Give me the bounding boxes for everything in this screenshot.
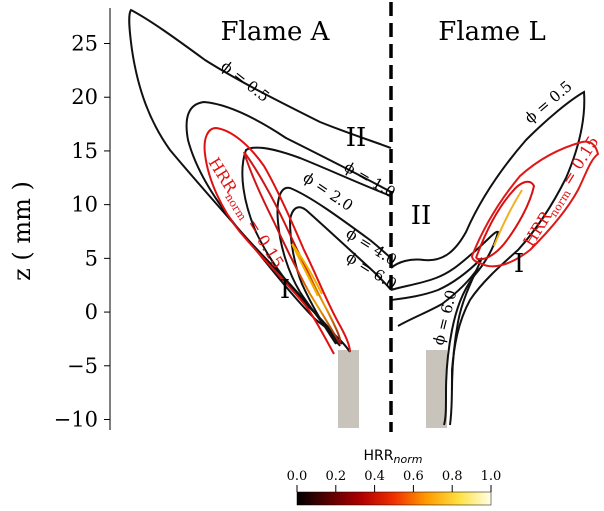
contour-a-phi-2-0 [241,146,392,345]
region-label-l-ii: II [411,201,432,231]
hrr-label-flame-a: HRRnorm = 0.15 [202,154,288,273]
colorbar-tick-label: 1.0 [481,469,502,484]
region-labels: II I II I [280,123,524,305]
y-tick-label: 20 [71,85,98,109]
colorbar-tick-label: 0.4 [364,469,385,484]
y-tick-label: 15 [71,139,98,163]
panel-title-flame-a: Flame A [221,17,331,47]
y-axis-label: z ( mm ) [8,181,36,281]
hrr-a-core [291,243,323,297]
region-label-a-i: I [280,275,290,305]
colorbar-tick-label: 0.0 [287,469,308,484]
contour-l-lower-1 [390,257,483,391]
colorbar-tick-label: 0.8 [442,469,463,484]
hrr-l-inner [475,180,536,261]
colorbar-tick-label: 0.2 [325,469,346,484]
hrr-l-core [493,189,523,247]
panel-title-flame-l: Flame L [438,17,545,47]
y-ticks: −10 −5 0 5 10 15 20 25 [54,32,110,432]
colorbar-title-base: HRR [364,448,394,464]
y-tick-label: 25 [71,32,98,56]
contour-l-phi-6-0 [390,230,500,426]
hrr-a-inner [243,151,342,345]
hrr-l-outer [471,140,600,268]
nozzle-right [426,350,447,428]
phi-labels: ϕ = 0.5 ϕ = 1.0 ϕ = 2.0 ϕ = 4.0 ϕ = 6.0 … [218,57,576,347]
y-tick-label: −5 [67,354,98,378]
y-tick-label: 10 [71,193,98,217]
region-label-a-ii: II [346,123,367,153]
contour-l-phi-0-5 [390,90,586,426]
flame-l-hrr-contour [471,140,600,268]
contour-a-phi-6-0 [288,206,392,345]
contour-a-phi-1-0 [185,100,392,347]
colorbar-bar [296,491,492,506]
phi-label-a-0-5: ϕ = 0.5 [218,57,273,106]
colorbar-title: HRRnorm [364,448,423,466]
hrr-a-outer [203,126,351,355]
flame-a-phi-contours [128,8,392,353]
y-tick-label: −10 [54,408,98,432]
y-axis: −10 −5 0 5 10 15 20 25 z ( mm ) [8,8,111,432]
contour-l-lower-2 [397,267,479,327]
y-tick-label: 5 [85,246,98,270]
region-label-l-i: I [514,249,524,279]
contour-a-phi-0-5 [128,8,392,353]
colorbar: HRRnorm 0.0 0.2 0.4 0.6 0.8 1.0 [287,448,502,506]
nozzle-left [338,350,359,428]
colorbar-tick-label: 0.6 [403,469,424,484]
y-tick-label: 0 [85,300,98,324]
flame-l-phi-contours [390,90,586,426]
colorbar-title-sub: norm [394,453,423,466]
colorbar-ticks: 0.0 0.2 0.4 0.6 0.8 1.0 [287,469,502,492]
flame-a-hrr-contour [203,126,351,355]
